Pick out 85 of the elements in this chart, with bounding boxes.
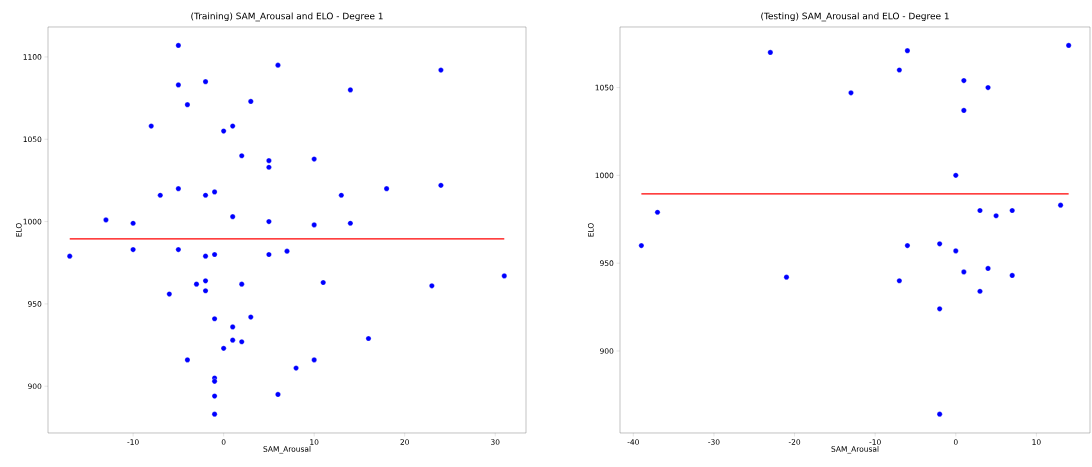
point (284, 248, 290, 254)
point (953, 248, 959, 254)
point (383, 185, 390, 192)
point (211, 411, 218, 417)
point (985, 84, 991, 91)
point (338, 192, 345, 198)
point (66, 253, 73, 259)
point (275, 62, 281, 68)
point (654, 209, 661, 215)
point (229, 213, 236, 220)
point (211, 251, 218, 258)
point (175, 185, 182, 192)
point (202, 278, 209, 284)
point (1009, 272, 1015, 279)
point (202, 287, 209, 294)
point (438, 182, 444, 189)
point (347, 87, 354, 93)
point (175, 246, 182, 253)
point (266, 164, 272, 171)
point (211, 315, 218, 322)
point (229, 337, 236, 343)
point (961, 269, 967, 275)
point (904, 47, 911, 54)
point (993, 213, 999, 219)
point (184, 357, 191, 363)
point (239, 281, 245, 287)
point (202, 78, 209, 85)
point (248, 314, 254, 320)
point (229, 123, 236, 129)
point (638, 242, 645, 249)
point (936, 241, 943, 247)
point (211, 378, 218, 385)
point (275, 391, 281, 398)
point (438, 67, 444, 73)
point (220, 345, 227, 352)
point (347, 220, 354, 226)
point (977, 207, 983, 214)
point (211, 393, 218, 399)
point (248, 98, 254, 105)
point (202, 192, 209, 198)
point (184, 101, 191, 108)
point (936, 411, 943, 417)
point (266, 251, 272, 258)
point (767, 49, 774, 56)
point (848, 90, 854, 96)
point (501, 273, 508, 279)
point (977, 288, 983, 295)
point (175, 42, 182, 49)
point (211, 189, 218, 195)
point (896, 277, 903, 284)
point (311, 156, 317, 162)
point (311, 357, 317, 363)
point (220, 128, 227, 134)
point (130, 220, 136, 226)
point (1057, 202, 1064, 208)
point (429, 283, 435, 289)
point (904, 242, 911, 249)
point (175, 82, 182, 88)
point (365, 335, 372, 342)
chart-title: (Testing) SAM_Arousal and ELO - Degree 1 (761, 12, 949, 22)
point (266, 218, 272, 225)
point (936, 306, 943, 312)
point (293, 365, 299, 371)
point (166, 291, 173, 297)
point (311, 222, 317, 228)
point (985, 265, 991, 272)
point (239, 339, 245, 345)
point (148, 123, 154, 129)
point (266, 157, 272, 164)
point (193, 281, 200, 287)
point (157, 192, 164, 198)
point (202, 253, 209, 259)
point (320, 279, 326, 286)
point (103, 217, 109, 223)
point (130, 246, 136, 253)
point (229, 324, 236, 330)
point (783, 274, 790, 280)
point (1065, 42, 1072, 49)
point (961, 77, 967, 84)
point (1009, 207, 1015, 214)
chart-title: (Training) SAM_Arousal and ELO - Degree 1 (191, 12, 383, 22)
point (953, 172, 959, 179)
point (896, 67, 903, 73)
point (961, 107, 967, 114)
point (239, 152, 245, 159)
